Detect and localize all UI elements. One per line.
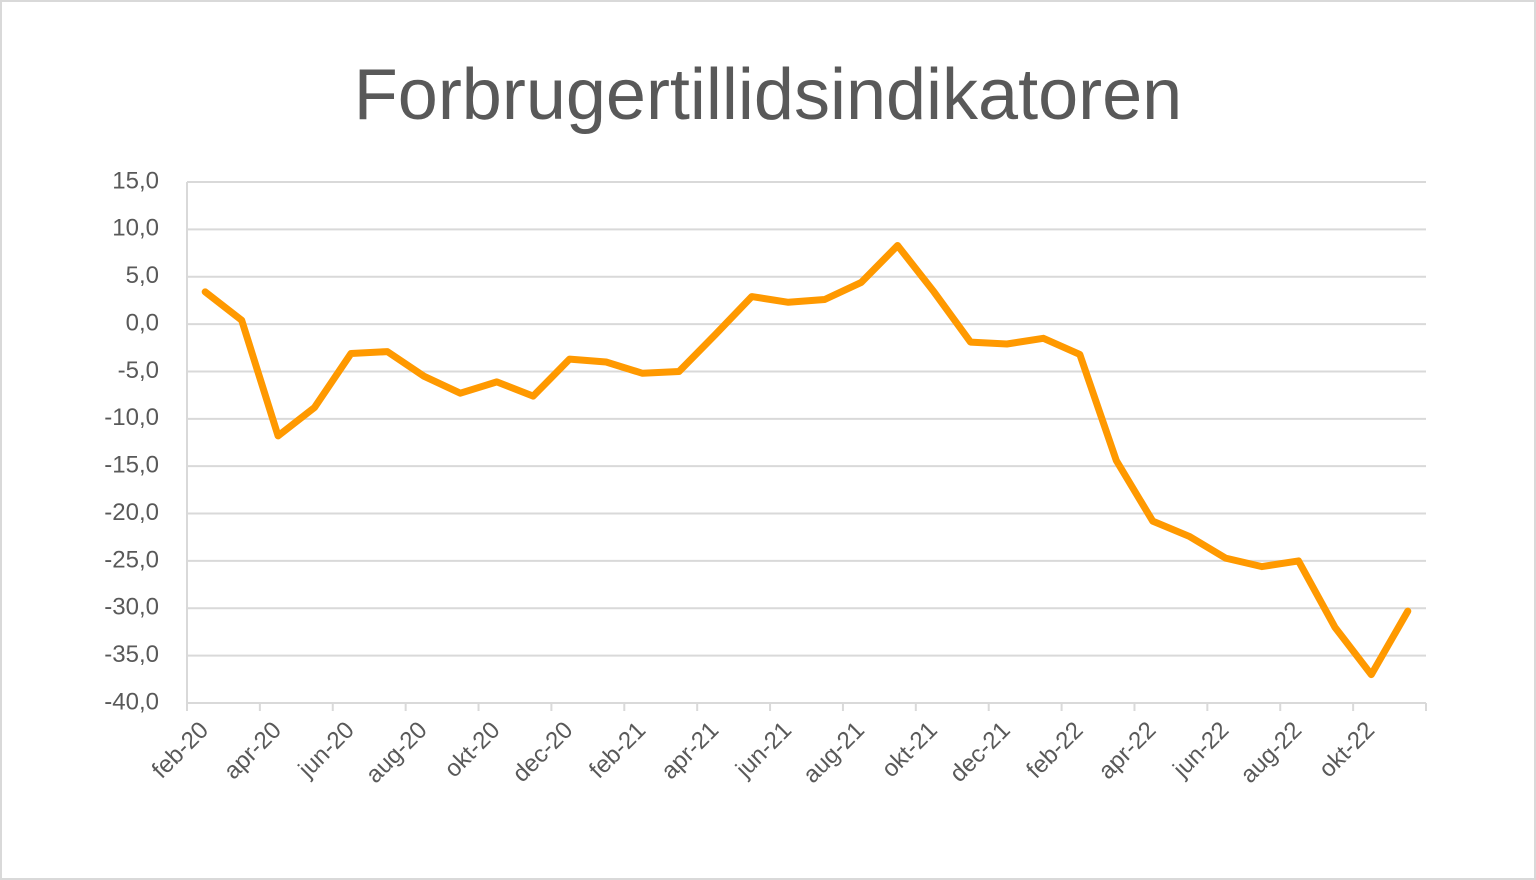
y-tick-label: -30,0 xyxy=(104,594,159,621)
y-tick-label: 15,0 xyxy=(112,167,159,194)
y-tick-label: -40,0 xyxy=(104,688,159,715)
chart-title: Forbrugertillidsindikatoren xyxy=(354,55,1182,135)
y-tick-label: 5,0 xyxy=(126,262,159,289)
y-tick-label: -20,0 xyxy=(104,499,159,526)
y-tick-label: -35,0 xyxy=(104,641,159,668)
data-line xyxy=(201,242,1412,679)
y-tick-label: -10,0 xyxy=(104,404,159,431)
y-tick-label: 0,0 xyxy=(126,309,159,336)
y-tick-label: -5,0 xyxy=(118,357,159,384)
y-tick-label: -15,0 xyxy=(104,452,159,479)
y-tick-label: 10,0 xyxy=(112,215,159,242)
y-tick-label: -25,0 xyxy=(104,546,159,573)
